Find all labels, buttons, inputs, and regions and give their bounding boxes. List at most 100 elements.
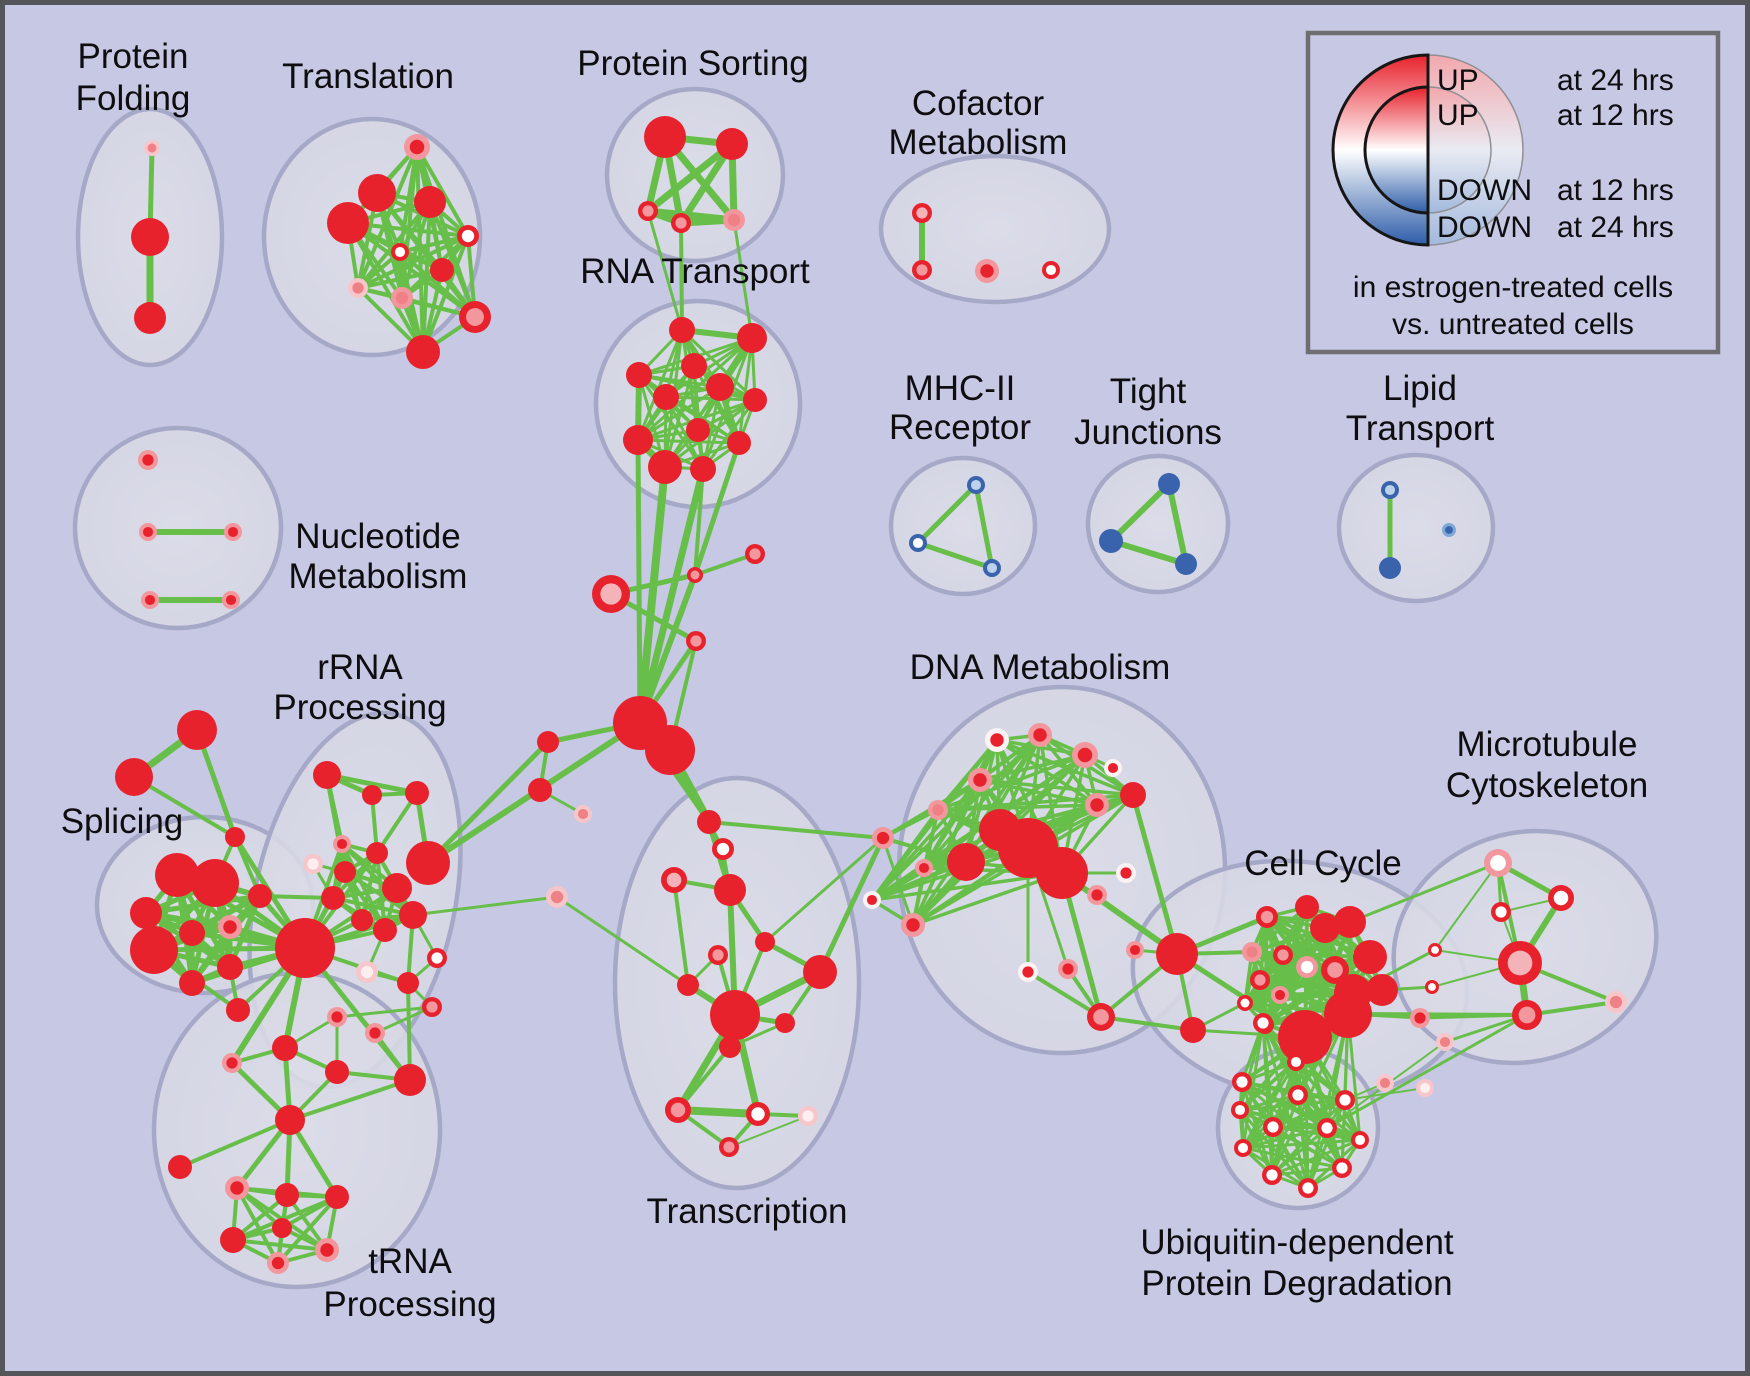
node-core-tx3 (666, 872, 682, 888)
cluster-label-microtubule-cytoskeleton-line1: Microtubule (1457, 725, 1638, 764)
node-core-rt6 (658, 389, 674, 405)
cluster-ellipse-lipid-transport (1336, 452, 1496, 604)
node-core-sp5 (184, 925, 200, 941)
node-core-ub4 (1339, 1094, 1351, 1106)
node-core-tn16 (271, 1256, 285, 1270)
node-core-rt9 (691, 423, 705, 437)
node-core-ub5 (1234, 1104, 1246, 1116)
edge-mh1-mh3 (973, 482, 995, 571)
node-core-rt4 (631, 367, 647, 383)
node-core-cc15 (1373, 981, 1391, 999)
node-core-rr3 (410, 786, 424, 800)
edge-cn1-cn2 (693, 552, 757, 577)
node-core-tj2 (1104, 534, 1118, 548)
node-core-rt1 (674, 322, 690, 338)
edge-tr4-tr10 (346, 221, 477, 319)
edge-rt2-rt12 (701, 336, 754, 471)
node-core-pf2 (139, 226, 161, 248)
edge-rt1-rt7 (680, 328, 757, 402)
node-core-rr13 (405, 907, 421, 923)
node-core-tx14 (751, 1107, 765, 1121)
node-core-cc7 (1277, 949, 1289, 961)
node-core-dm16 (1107, 762, 1119, 774)
edge-cc5-cc13 (1263, 955, 1372, 1027)
node-core-ub2 (1236, 1076, 1248, 1088)
node-core-cc10 (1254, 974, 1266, 986)
node-core-dm7 (1125, 787, 1141, 803)
cluster-ellipse-mhc-ii-receptor (888, 455, 1038, 597)
edge-tn9-tn13 (287, 1117, 340, 1200)
node-core-dm8 (1011, 831, 1045, 865)
node-core-tn3 (331, 1011, 343, 1023)
node-core-ps5 (727, 213, 741, 227)
edge-tx15-tx16 (728, 1115, 809, 1148)
node-core-pf3 (141, 309, 159, 327)
node-core-mt2 (1553, 890, 1569, 906)
node-core-dm23 (1165, 942, 1189, 966)
node-core-dm13 (918, 862, 930, 874)
node-core-rr9 (388, 879, 406, 897)
cluster-label-tight-junctions-line1: Tight (1110, 372, 1187, 411)
node-core-rr7 (370, 846, 384, 860)
edge-cc16-mt1 (1434, 862, 1499, 951)
node-core-mt10 (1439, 1036, 1451, 1048)
node-core-cc3 (1316, 919, 1334, 937)
legend-up-24-dir: UP (1437, 64, 1479, 97)
node-core-cn4 (690, 635, 702, 647)
edge-ps2-ps3 (644, 140, 736, 215)
node-core-cchub2 (1334, 1000, 1362, 1028)
cluster-ellipse-nucleotide-metabolism (72, 425, 284, 631)
node-core-dm3 (1077, 747, 1093, 763)
node-core-tx5 (550, 890, 564, 904)
cluster-label-lipid-transport-line1: Lipid (1383, 369, 1457, 408)
node-core-tx12 (723, 1040, 737, 1054)
node-core-rt5 (712, 379, 728, 395)
cluster-label-cell-cycle-line1: Cell Cycle (1244, 844, 1402, 883)
node-core-mt8 (1609, 995, 1623, 1009)
node-core-dm1 (990, 733, 1004, 747)
edge-ub1-ub9 (1261, 1021, 1274, 1177)
cluster-label-rna-transport-line1: RNA Transport (580, 252, 810, 291)
cluster-ellipse-cofactor-metabolism (878, 153, 1112, 305)
node-core-tx6 (759, 936, 771, 948)
node-core-ps4 (675, 217, 687, 229)
node-core-ub9 (1266, 1169, 1278, 1181)
node-core-mt9 (1414, 1012, 1426, 1024)
edge-dm13-dm14 (870, 866, 926, 902)
node-core-tri2 (123, 766, 145, 788)
node-core-cf1 (916, 207, 928, 219)
edge-ps4-rt1 (679, 221, 684, 332)
node-core-sp10 (231, 1003, 245, 1017)
edge-sp3-sp9 (143, 893, 263, 916)
node-core-tx13 (670, 1102, 686, 1118)
network-nodes (115, 116, 1627, 1274)
node-core-dm9 (988, 818, 1012, 842)
edge-mh2-mh3 (915, 540, 995, 571)
node-core-mt6 (1507, 950, 1533, 976)
node-core-cc12 (1240, 998, 1250, 1008)
cluster-label-protein-folding-line1: Protein (78, 37, 189, 76)
edge-dm3-dm4 (978, 753, 1087, 782)
legend-caption-line2: vs. untreated cells (1392, 308, 1634, 341)
edge-rt2-rt6 (664, 336, 754, 399)
node-core-rr1 (319, 767, 335, 783)
node-core-rt10 (732, 436, 746, 450)
node-core-rr12 (378, 923, 392, 937)
node-core-tr4 (336, 211, 360, 235)
edge-ub11-ub12 (1294, 1060, 1344, 1170)
node-core-mt3 (1495, 906, 1507, 918)
node-core-tn6 (401, 1071, 419, 1089)
node-core-cc17 (1428, 983, 1436, 991)
node-core-cc8 (1300, 960, 1314, 974)
node-core-ps2 (723, 135, 741, 153)
node-core-tr3 (421, 193, 439, 211)
cluster-label-protein-folding-line2: Folding (76, 79, 191, 118)
legend-down-24-dir: DOWN (1437, 211, 1532, 244)
cluster-label-lipid-transport-line2: Transport (1346, 409, 1495, 448)
edge-tx5-tx8 (555, 895, 690, 987)
node-core-dm14 (866, 894, 878, 906)
node-core-ps1 (653, 125, 677, 149)
